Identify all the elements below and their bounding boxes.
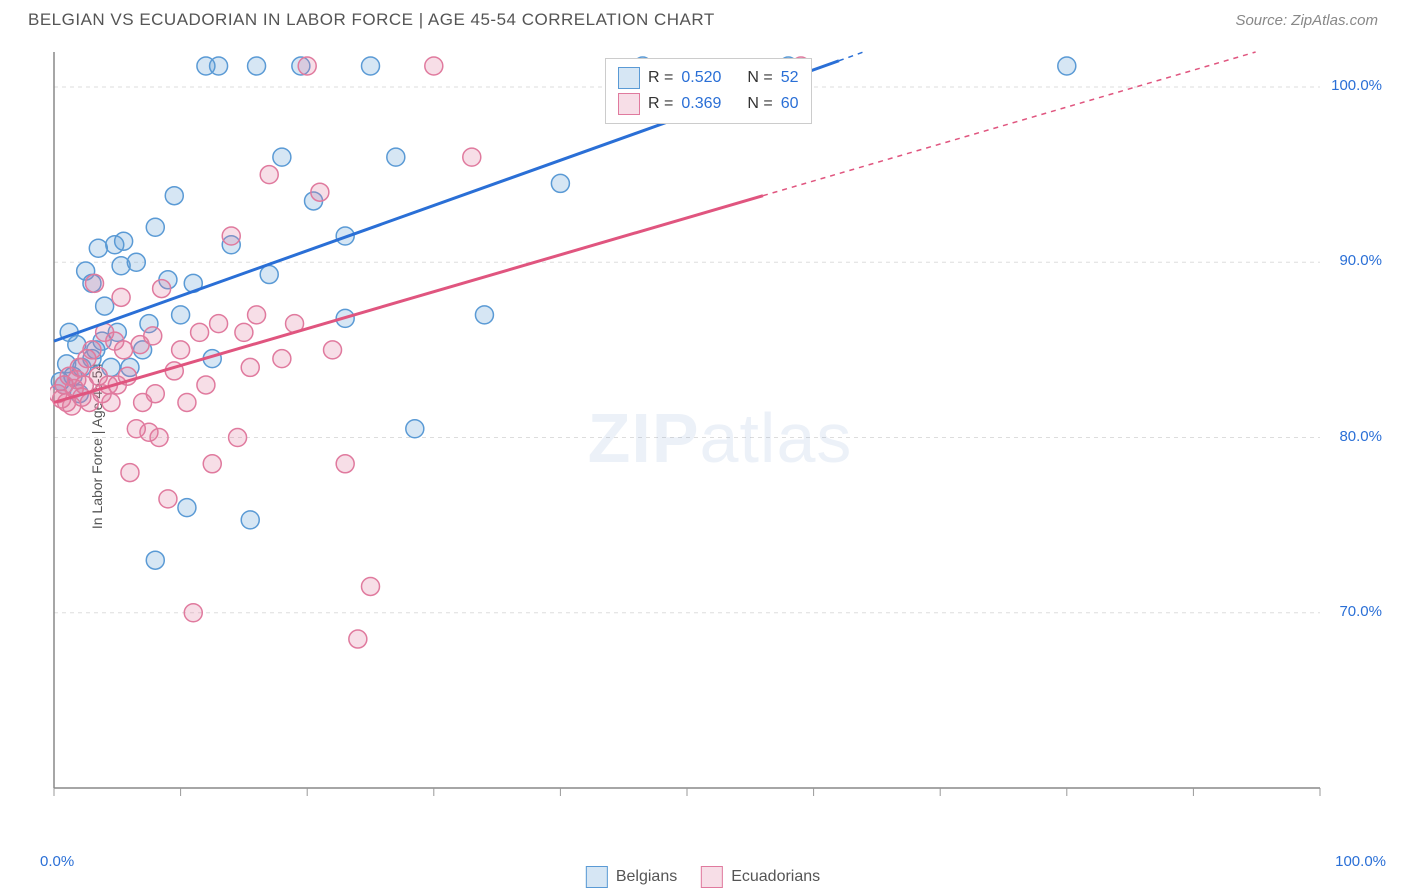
legend-swatch	[618, 67, 640, 89]
title-bar: BELGIAN VS ECUADORIAN IN LABOR FORCE | A…	[0, 0, 1406, 36]
legend-swatch	[618, 93, 640, 115]
legend-r-label: R =	[648, 95, 673, 113]
legend-row-ecuadorians: R = 0.369 N = 60	[618, 91, 799, 117]
legend-r-value: 0.520	[681, 69, 721, 87]
x-start-label: 0.0%	[40, 853, 74, 870]
y-tick-label: 100.0%	[1331, 77, 1382, 94]
legend-row-belgians: R = 0.520 N = 52	[618, 65, 799, 91]
scatter-plot-svg	[50, 48, 1390, 828]
legend-n-value: 60	[781, 95, 799, 113]
bottom-legend: Belgians Ecuadorians	[586, 866, 820, 888]
chart-container: BELGIAN VS ECUADORIAN IN LABOR FORCE | A…	[0, 0, 1406, 892]
legend-n-value: 52	[781, 69, 799, 87]
legend-n-label: N =	[747, 69, 772, 87]
plot-area: ZIPatlas	[50, 48, 1390, 828]
chart-title: BELGIAN VS ECUADORIAN IN LABOR FORCE | A…	[28, 10, 715, 30]
x-end-label: 100.0%	[1335, 853, 1386, 870]
legend-n-label: N =	[747, 95, 772, 113]
legend-r-value: 0.369	[681, 95, 721, 113]
y-tick-label: 90.0%	[1339, 252, 1382, 269]
bottom-legend-item-belgians: Belgians	[586, 866, 677, 888]
bottom-legend-item-ecuadorians: Ecuadorians	[701, 866, 820, 888]
source-label: Source: ZipAtlas.com	[1235, 12, 1378, 29]
bottom-legend-label: Belgians	[616, 868, 677, 886]
y-tick-label: 70.0%	[1339, 603, 1382, 620]
legend-swatch	[586, 866, 608, 888]
bottom-legend-label: Ecuadorians	[731, 868, 820, 886]
legend-swatch	[701, 866, 723, 888]
correlation-legend: R = 0.520 N = 52 R = 0.369 N = 60	[605, 58, 812, 124]
y-tick-label: 80.0%	[1339, 428, 1382, 445]
legend-r-label: R =	[648, 69, 673, 87]
